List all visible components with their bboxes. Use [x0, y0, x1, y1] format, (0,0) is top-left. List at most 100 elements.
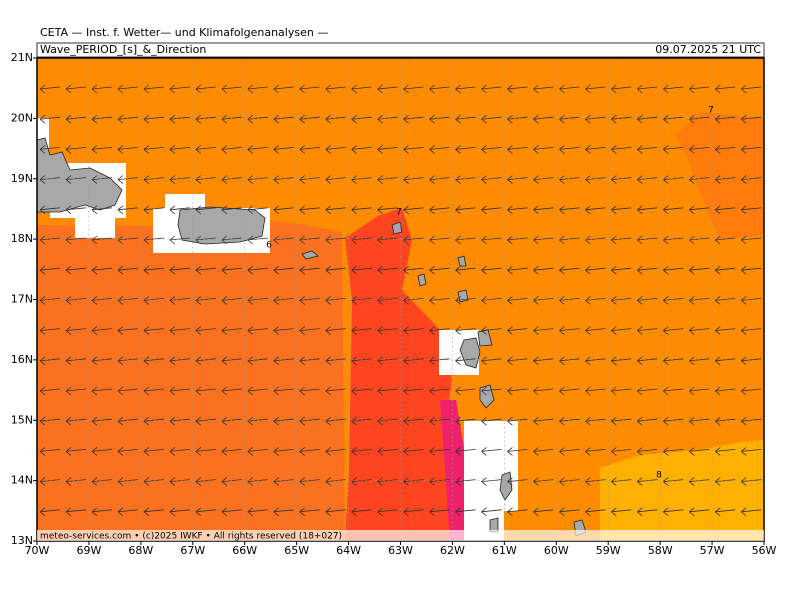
- direction-arrow: [39, 205, 61, 215]
- direction-arrow: [429, 326, 450, 335]
- direction-arrow: [507, 205, 528, 215]
- direction-arrow: [637, 175, 658, 184]
- direction-arrow: [429, 447, 450, 456]
- direction-arrow: [481, 114, 502, 124]
- direction-arrow: [689, 145, 710, 154]
- direction-arrow: [663, 386, 684, 396]
- direction-arrow: [559, 145, 580, 154]
- direction-arrow: [325, 265, 346, 275]
- direction-arrow: [65, 477, 87, 486]
- direction-arrow: [299, 175, 320, 184]
- direction-arrow: [377, 507, 398, 517]
- direction-arrow: [403, 447, 424, 456]
- direction-arrow: [65, 84, 87, 94]
- direction-arrow: [247, 145, 268, 154]
- direction-arrow: [169, 175, 190, 184]
- direction-arrow: [143, 145, 164, 154]
- lat-label: 14N: [11, 474, 33, 487]
- direction-arrow: [117, 447, 138, 456]
- direction-arrow: [39, 145, 61, 154]
- direction-arrow: [117, 265, 138, 275]
- direction-arrow: [714, 356, 736, 366]
- direction-arrow: [507, 447, 528, 456]
- direction-arrow: [689, 84, 710, 94]
- lon-label: 65W: [284, 544, 309, 557]
- lon-label: 59W: [596, 544, 621, 557]
- direction-arrow: [429, 84, 450, 94]
- lat-label: 20N: [11, 111, 33, 124]
- direction-arrow: [377, 175, 398, 184]
- direction-arrow: [585, 205, 606, 215]
- direction-arrow: [663, 296, 684, 305]
- island: [457, 289, 469, 303]
- direction-arrow: [507, 416, 528, 426]
- direction-arrow: [533, 235, 554, 245]
- lon-label: 69W: [76, 544, 101, 557]
- direction-arrow: [65, 447, 87, 456]
- direction-arrow: [714, 265, 736, 275]
- direction-arrow: [377, 416, 398, 426]
- lon-label: 67W: [180, 544, 205, 557]
- direction-arrow: [507, 477, 528, 486]
- direction-arrow: [740, 447, 762, 456]
- lon-label: 62W: [440, 544, 465, 557]
- direction-arrow: [714, 416, 736, 426]
- period-zone: [37, 214, 345, 541]
- direction-arrow: [714, 235, 736, 245]
- lon-label: 58W: [648, 544, 673, 557]
- direction-arrow: [533, 356, 554, 366]
- direction-arrow: [169, 205, 190, 215]
- direction-arrow: [714, 477, 736, 486]
- direction-arrow: [299, 265, 320, 275]
- lat-label: 17N: [11, 293, 33, 306]
- direction-arrow: [429, 356, 450, 366]
- direction-arrow: [403, 205, 424, 215]
- direction-arrow: [403, 356, 424, 366]
- direction-arrow: [117, 205, 138, 215]
- direction-arrow: [559, 205, 580, 215]
- direction-arrow: [325, 447, 346, 456]
- direction-arrow: [195, 296, 216, 305]
- direction-arrow: [740, 477, 762, 486]
- direction-arrow: [325, 386, 346, 396]
- direction-arrow: [273, 326, 294, 335]
- direction-arrow: [325, 416, 346, 426]
- direction-arrow: [559, 386, 580, 396]
- direction-arrow: [39, 296, 61, 305]
- period-zone: [345, 208, 470, 541]
- direction-arrow: [351, 326, 372, 335]
- direction-arrow: [299, 84, 320, 94]
- direction-arrow: [714, 386, 736, 396]
- direction-arrow: [143, 326, 164, 335]
- direction-arrow: [143, 477, 164, 486]
- lat-label: 13N: [11, 534, 33, 547]
- island: [301, 250, 319, 260]
- direction-arrow: [65, 507, 87, 517]
- island: [417, 273, 427, 287]
- direction-arrow: [611, 265, 632, 275]
- direction-arrow: [65, 175, 87, 184]
- direction-arrow: [481, 175, 502, 184]
- direction-arrow: [221, 507, 242, 517]
- direction-arrow: [740, 175, 762, 184]
- direction-arrow: [740, 114, 762, 124]
- direction-arrow: [455, 507, 476, 517]
- direction-arrow: [91, 507, 112, 517]
- direction-arrow: [169, 477, 190, 486]
- direction-arrow: [740, 356, 762, 366]
- direction-arrow: [91, 447, 112, 456]
- lon-label: 68W: [128, 544, 153, 557]
- direction-arrow: [611, 114, 632, 124]
- direction-arrow: [533, 296, 554, 305]
- direction-arrow: [740, 416, 762, 426]
- direction-arrow: [39, 356, 61, 366]
- direction-arrow: [117, 507, 138, 517]
- direction-arrow: [377, 84, 398, 94]
- direction-arrow: [39, 235, 61, 245]
- island: [459, 337, 481, 369]
- direction-arrow: [533, 205, 554, 215]
- period-zone: [600, 440, 764, 541]
- direction-arrow: [351, 386, 372, 396]
- direction-arrow: [663, 447, 684, 456]
- lat-label: 18N: [11, 232, 33, 245]
